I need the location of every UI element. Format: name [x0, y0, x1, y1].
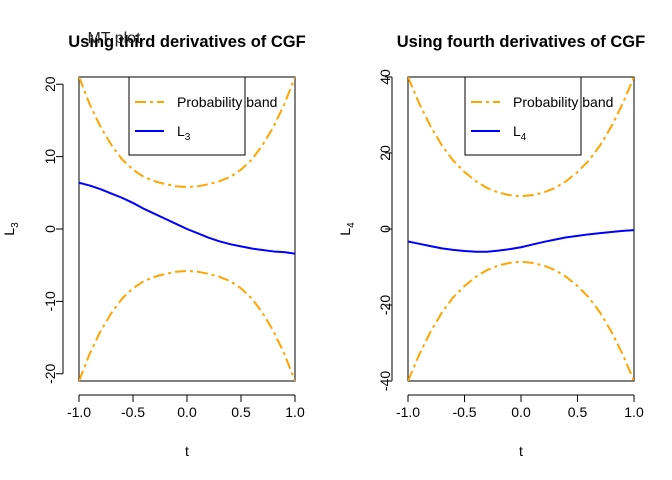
- x-tick-label: 1.0: [624, 404, 644, 420]
- legend-entry-label: L4: [513, 123, 527, 143]
- series-line-band-upper: [408, 77, 634, 198]
- series-group: [408, 77, 634, 381]
- x-tick-label: -1.0: [67, 404, 91, 420]
- series-line-band-upper: [79, 77, 295, 189]
- legend-entry-text: L: [513, 123, 521, 139]
- x-tick-label: -0.5: [121, 404, 145, 420]
- y-tick-label: 10: [42, 149, 58, 165]
- legend-entry-subscript: 3: [185, 132, 191, 143]
- overlay-text: MT plot: [87, 30, 141, 47]
- y-tick-label: 20: [377, 145, 393, 161]
- y-axis-label-subscript: 3: [10, 222, 21, 228]
- series-line-band-lower: [79, 269, 295, 381]
- chart-panel-1: Using third derivatives of CGF -1.0 -0.5 0.…: [1, 33, 306, 459]
- x-tick-label: 1.0: [285, 404, 305, 420]
- legend-entry-label: Probability band: [177, 94, 277, 110]
- x-axis-label: t: [185, 443, 189, 459]
- y-tick-label: -10: [42, 291, 58, 311]
- y-tick-label: 0: [377, 225, 393, 233]
- y-tick-label: -40: [377, 371, 393, 391]
- y-tick-label: 40: [377, 69, 393, 85]
- legend-entry-text: L: [177, 123, 185, 139]
- y-axis-label-base: L: [1, 228, 17, 236]
- chart-title: Using third derivatives of CGF: [68, 33, 305, 51]
- y-axis-label-base: L: [337, 228, 353, 236]
- y-tick-label: -20: [42, 363, 58, 383]
- y-axis-label: L3: [1, 222, 21, 236]
- series-group: [79, 77, 295, 381]
- series-line-band-lower: [408, 260, 634, 381]
- y-axis-label-subscript: 4: [346, 222, 357, 228]
- series-line-statistic: [408, 229, 634, 253]
- x-tick-label: 0.0: [511, 404, 531, 420]
- legend-entry-text: Probability band: [177, 94, 277, 110]
- chart-title: Using fourth derivatives of CGF: [397, 33, 645, 51]
- legend-entry-label: Probability band: [513, 94, 613, 110]
- legend: Probability band L3: [128, 76, 277, 156]
- series-line-statistic: [79, 181, 295, 255]
- x-tick-label: -0.5: [452, 404, 476, 420]
- legend-entry-subscript: 4: [521, 132, 527, 143]
- x-tick-label: 0.5: [568, 404, 588, 420]
- legend: Probability band L4: [464, 76, 613, 156]
- legend-box: [128, 76, 246, 156]
- y-tick-label: 20: [42, 76, 58, 92]
- x-tick-label: 0.5: [231, 404, 251, 420]
- chart-panel-2: Using fourth derivatives of CGF -1.0 -0.5 0…: [337, 33, 645, 459]
- x-axis-label: t: [519, 443, 523, 459]
- legend-entry-label: L3: [177, 123, 191, 143]
- legend-box: [464, 76, 582, 156]
- x-tick-label: -1.0: [396, 404, 420, 420]
- y-tick-label: -20: [377, 295, 393, 315]
- y-tick-label: 0: [42, 225, 58, 233]
- x-tick-label: 0.0: [177, 404, 197, 420]
- legend-entry-text: Probability band: [513, 94, 613, 110]
- y-axis-label: L4: [337, 222, 357, 236]
